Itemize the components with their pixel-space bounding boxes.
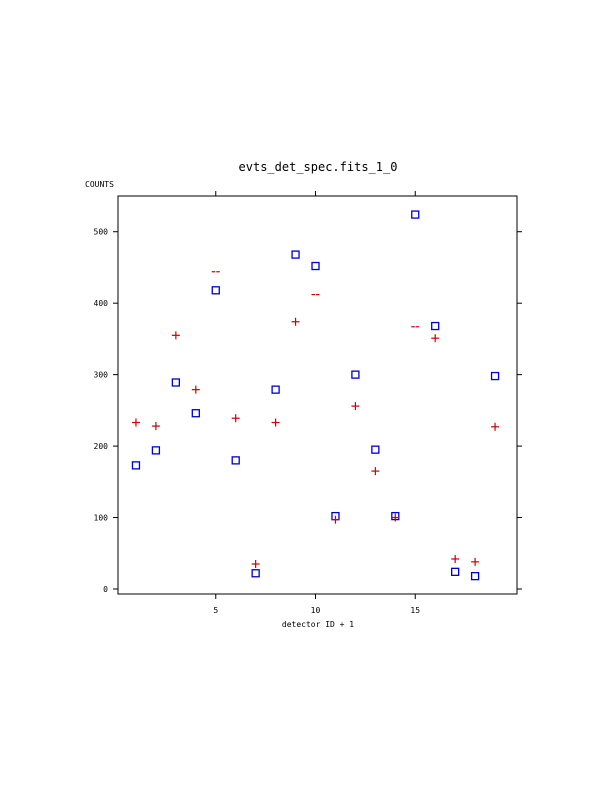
plus-point bbox=[331, 515, 340, 524]
square-point bbox=[231, 456, 240, 465]
plus-point bbox=[271, 418, 280, 427]
x-axis-label: detector ID + 1 bbox=[282, 620, 354, 629]
plus-point bbox=[191, 385, 200, 394]
plus-point bbox=[391, 513, 400, 522]
axis-ticks: 5 10 15 0 100 200 300 400 500 bbox=[94, 191, 522, 615]
x-tick-label: 15 bbox=[410, 606, 420, 615]
plus-point bbox=[291, 317, 300, 326]
plus-point bbox=[491, 422, 500, 431]
square-point bbox=[470, 571, 480, 581]
plus-point bbox=[131, 418, 140, 427]
y-tick-label: 500 bbox=[94, 228, 109, 237]
square-point bbox=[251, 569, 260, 578]
x-tick-label: 10 bbox=[311, 606, 321, 615]
x-tick-label: 5 bbox=[213, 606, 218, 615]
plus-point bbox=[151, 422, 160, 431]
plus-point bbox=[171, 331, 180, 340]
data-marks bbox=[131, 210, 500, 581]
plus-point bbox=[231, 414, 240, 423]
square-point bbox=[431, 321, 440, 331]
square-point bbox=[291, 250, 300, 259]
chart-title: evts_det_spec.fits_1_0 bbox=[239, 160, 398, 174]
square-point bbox=[451, 567, 460, 576]
plus-point bbox=[251, 559, 260, 568]
plus-point bbox=[471, 557, 480, 566]
square-point bbox=[211, 286, 220, 295]
square-point bbox=[191, 409, 200, 418]
square-point bbox=[371, 445, 380, 454]
plus-point bbox=[351, 402, 360, 411]
square-point bbox=[411, 210, 420, 219]
plus-point bbox=[371, 467, 380, 476]
y-tick-label: 0 bbox=[103, 585, 108, 594]
square-point bbox=[490, 371, 500, 381]
y-axis-label: COUNTS bbox=[85, 180, 114, 189]
y-tick-label: 200 bbox=[94, 442, 109, 451]
plot-frame bbox=[117, 195, 518, 595]
square-point bbox=[131, 461, 141, 470]
y-tick-label: 300 bbox=[94, 371, 109, 380]
plus-point bbox=[431, 334, 440, 343]
y-tick-label: 100 bbox=[94, 514, 109, 523]
square-point bbox=[311, 261, 320, 271]
square-point bbox=[151, 446, 161, 455]
y-tick-label: 400 bbox=[94, 299, 109, 308]
plus-point bbox=[451, 554, 460, 563]
square-point bbox=[171, 378, 181, 387]
square-point bbox=[351, 370, 360, 379]
square-point bbox=[271, 385, 280, 394]
